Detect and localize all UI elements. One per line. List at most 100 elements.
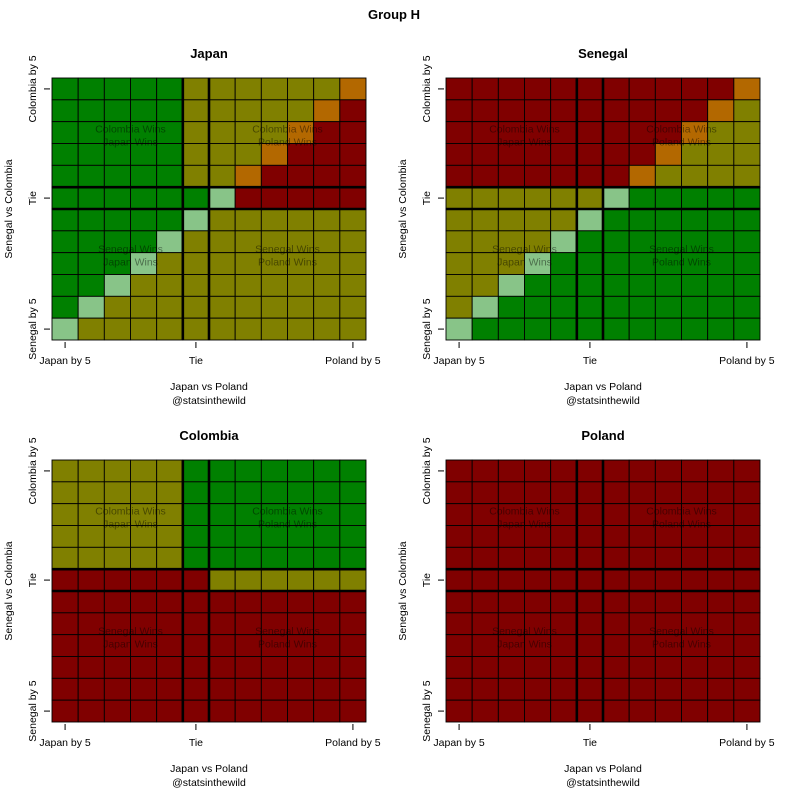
heatmap-cell bbox=[576, 590, 604, 614]
heatmap-cell bbox=[445, 656, 473, 679]
y-tick-label: Colombia by 5 bbox=[27, 437, 39, 504]
heatmap-cell bbox=[182, 612, 210, 636]
heatmap-cell bbox=[103, 481, 131, 505]
heatmap-cell bbox=[602, 612, 630, 636]
heatmap-cell bbox=[628, 568, 656, 592]
heatmap-cell bbox=[471, 295, 499, 319]
heatmap-cell bbox=[524, 481, 552, 505]
heatmap-cell bbox=[602, 186, 630, 210]
x-tick-label: Poland by 5 bbox=[719, 737, 775, 749]
heatmap-cell bbox=[103, 295, 131, 319]
heatmap-cell bbox=[602, 525, 630, 548]
heatmap-cell bbox=[524, 274, 552, 297]
x-axis-credit: @statsinthewild bbox=[172, 777, 246, 788]
heatmap-cell bbox=[182, 274, 210, 297]
heatmap-cell bbox=[733, 634, 761, 657]
heatmap-cell bbox=[602, 590, 630, 614]
heatmap-cell bbox=[576, 252, 604, 275]
y-tick-label: Colombia by 5 bbox=[27, 55, 39, 122]
heatmap-cell bbox=[77, 295, 105, 319]
heatmap-cell bbox=[445, 612, 473, 636]
heatmap-cell bbox=[681, 699, 709, 723]
heatmap-cell bbox=[471, 634, 499, 657]
heatmap-cell bbox=[733, 295, 761, 319]
heatmap-cell bbox=[51, 503, 79, 526]
heatmap-cell bbox=[208, 208, 236, 232]
heatmap-cell bbox=[733, 481, 761, 505]
heatmap-cell bbox=[524, 677, 552, 701]
quadrant-label: Poland Wins bbox=[258, 639, 317, 651]
heatmap-cell bbox=[234, 699, 262, 723]
heatmap-cell bbox=[628, 99, 656, 123]
heatmap-cell bbox=[156, 459, 184, 483]
heatmap-cell bbox=[524, 656, 552, 679]
heatmap-cell bbox=[471, 568, 499, 592]
heatmap-cell bbox=[287, 317, 315, 341]
quadrant-label: Japan Wins bbox=[497, 519, 552, 531]
heatmap-cell bbox=[51, 295, 79, 319]
heatmap-cell bbox=[733, 317, 761, 341]
heatmap-cell bbox=[445, 546, 473, 570]
heatmap-cell bbox=[260, 164, 288, 188]
heatmap-cell bbox=[654, 546, 682, 570]
heatmap-cell bbox=[260, 77, 288, 101]
heatmap-cell bbox=[339, 143, 367, 166]
heatmap-cell bbox=[208, 634, 236, 657]
heatmap-cell bbox=[77, 656, 105, 679]
heatmap-cell bbox=[602, 503, 630, 526]
heatmap-cell bbox=[471, 252, 499, 275]
heatmap-cell bbox=[550, 459, 578, 483]
heatmap-cell bbox=[234, 164, 262, 188]
heatmap-cell bbox=[628, 459, 656, 483]
heatmap-cell bbox=[103, 568, 131, 592]
heatmap-cell bbox=[313, 525, 341, 548]
quadrant-label: Poland Wins bbox=[652, 519, 711, 531]
heatmap-cell bbox=[524, 99, 552, 123]
x-axis-label: Japan vs Poland bbox=[170, 763, 248, 775]
heatmap-cell bbox=[471, 481, 499, 505]
heatmap-cell bbox=[313, 481, 341, 505]
heatmap-cell bbox=[234, 546, 262, 570]
x-axis-credit: @statsinthewild bbox=[172, 395, 246, 407]
heatmap-cell bbox=[550, 546, 578, 570]
heatmap-cell bbox=[182, 186, 210, 210]
heatmap-cell bbox=[51, 677, 79, 701]
heatmap-cell bbox=[550, 568, 578, 592]
heatmap-cell bbox=[182, 590, 210, 614]
heatmap-cell bbox=[77, 459, 105, 483]
heatmap-cell bbox=[156, 317, 184, 341]
heatmap-cell bbox=[130, 656, 158, 679]
heatmap-cell bbox=[339, 77, 367, 101]
heatmap-cell bbox=[602, 699, 630, 723]
heatmap-cell bbox=[602, 77, 630, 101]
heatmap-cell bbox=[707, 525, 735, 548]
heatmap-cell bbox=[733, 274, 761, 297]
heatmap-cell bbox=[733, 164, 761, 188]
heatmap-cell bbox=[339, 99, 367, 123]
heatmap-cell bbox=[208, 656, 236, 679]
heatmap-cell bbox=[208, 143, 236, 166]
heatmap-cell bbox=[339, 503, 367, 526]
heatmap-cell bbox=[524, 208, 552, 232]
heatmap-cell bbox=[471, 525, 499, 548]
heatmap-cell bbox=[156, 677, 184, 701]
heatmap-cell bbox=[51, 699, 79, 723]
heatmap-cell bbox=[77, 568, 105, 592]
heatmap-cell bbox=[654, 590, 682, 614]
heatmap-cell bbox=[497, 164, 525, 188]
panel-title: Senegal bbox=[578, 46, 628, 61]
heatmap-cell bbox=[130, 164, 158, 188]
x-tick-label: Poland by 5 bbox=[325, 737, 381, 749]
heatmap-cell bbox=[182, 525, 210, 548]
heatmap-cell bbox=[339, 186, 367, 210]
heatmap-cell bbox=[234, 481, 262, 505]
quadrant-label: Colombia Wins bbox=[252, 506, 323, 518]
heatmap-cell bbox=[313, 699, 341, 723]
heatmap-cell bbox=[103, 677, 131, 701]
heatmap-cell bbox=[497, 481, 525, 505]
heatmap-cell bbox=[51, 656, 79, 679]
heatmap-cell bbox=[156, 77, 184, 101]
heatmap-cell bbox=[707, 208, 735, 232]
